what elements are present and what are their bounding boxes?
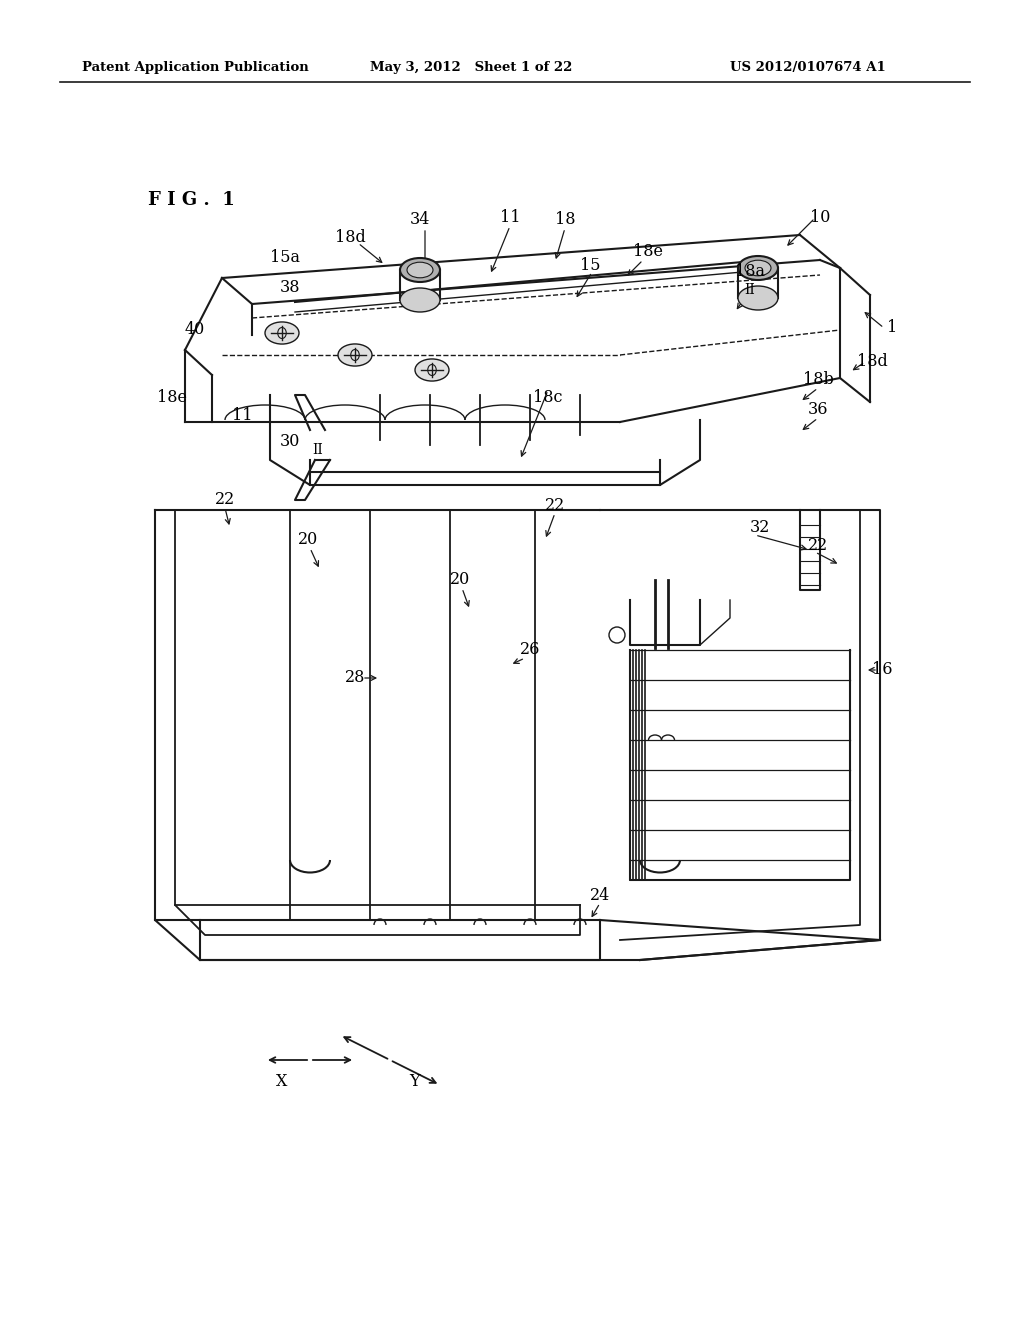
Text: 18d: 18d bbox=[857, 354, 888, 371]
Text: II: II bbox=[312, 444, 324, 457]
Text: 18a: 18a bbox=[735, 264, 765, 281]
Ellipse shape bbox=[738, 256, 778, 280]
Text: 18e: 18e bbox=[157, 389, 187, 407]
Text: 15: 15 bbox=[580, 256, 600, 273]
Ellipse shape bbox=[265, 322, 299, 345]
Text: 16: 16 bbox=[871, 661, 892, 678]
Text: 11: 11 bbox=[500, 210, 520, 227]
Text: 18d: 18d bbox=[335, 228, 366, 246]
Text: 22: 22 bbox=[808, 536, 828, 553]
Text: 30: 30 bbox=[280, 433, 300, 450]
Text: F I G .  1: F I G . 1 bbox=[148, 191, 234, 209]
Ellipse shape bbox=[745, 260, 771, 276]
Text: 18c: 18c bbox=[534, 389, 563, 407]
Text: 24: 24 bbox=[590, 887, 610, 903]
Text: 38: 38 bbox=[280, 280, 300, 297]
Text: 28: 28 bbox=[345, 669, 366, 686]
Text: 18: 18 bbox=[555, 211, 575, 228]
Text: 34: 34 bbox=[410, 211, 430, 228]
Ellipse shape bbox=[407, 263, 433, 277]
Text: 22: 22 bbox=[545, 496, 565, 513]
Text: 40: 40 bbox=[185, 322, 205, 338]
Ellipse shape bbox=[415, 359, 449, 381]
Text: 36: 36 bbox=[808, 401, 828, 418]
Text: Patent Application Publication: Patent Application Publication bbox=[82, 62, 309, 74]
Text: 20: 20 bbox=[450, 572, 470, 589]
Ellipse shape bbox=[338, 345, 372, 366]
Text: X: X bbox=[276, 1073, 288, 1090]
Text: US 2012/0107674 A1: US 2012/0107674 A1 bbox=[730, 62, 886, 74]
Text: 11: 11 bbox=[231, 408, 252, 425]
Ellipse shape bbox=[400, 288, 440, 312]
Text: Y: Y bbox=[410, 1073, 420, 1090]
Text: 1: 1 bbox=[887, 319, 897, 337]
Text: 15a: 15a bbox=[270, 249, 300, 267]
Text: 20: 20 bbox=[298, 532, 318, 549]
Text: 18e: 18e bbox=[633, 243, 663, 260]
Text: II: II bbox=[744, 282, 756, 297]
Text: 26: 26 bbox=[520, 642, 541, 659]
Text: 18b: 18b bbox=[803, 371, 834, 388]
Text: 32: 32 bbox=[750, 520, 770, 536]
Text: May 3, 2012   Sheet 1 of 22: May 3, 2012 Sheet 1 of 22 bbox=[370, 62, 572, 74]
Ellipse shape bbox=[738, 286, 778, 310]
Ellipse shape bbox=[400, 257, 440, 282]
Text: 10: 10 bbox=[810, 210, 830, 227]
Text: 22: 22 bbox=[215, 491, 236, 508]
